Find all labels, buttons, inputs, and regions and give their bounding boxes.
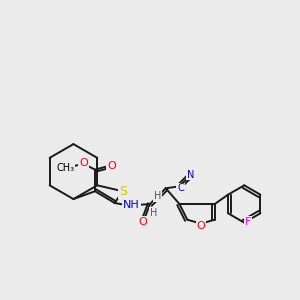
- Text: C: C: [177, 183, 184, 193]
- Text: S: S: [119, 185, 127, 198]
- Text: NH: NH: [123, 200, 140, 210]
- Text: F: F: [245, 217, 251, 226]
- Text: H: H: [154, 191, 161, 201]
- Text: O: O: [79, 158, 88, 168]
- Text: O: O: [197, 220, 206, 231]
- Text: O: O: [107, 161, 116, 171]
- Text: H: H: [150, 208, 158, 218]
- Text: CH₃: CH₃: [56, 163, 75, 173]
- Text: O: O: [139, 217, 148, 226]
- Text: N: N: [187, 169, 194, 179]
